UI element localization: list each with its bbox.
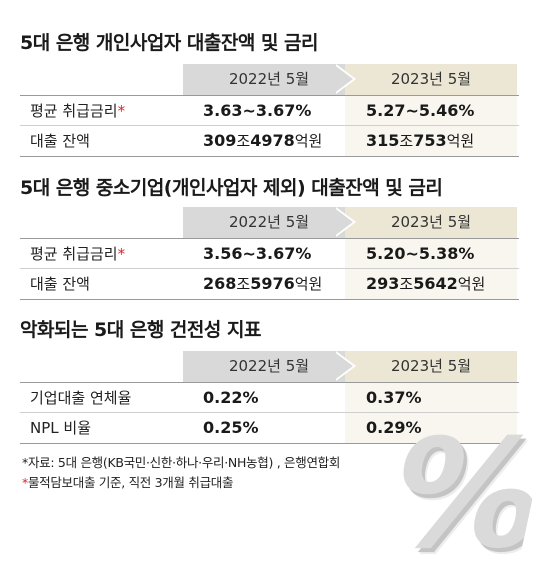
value-2023: 315조753억원 bbox=[366, 131, 475, 150]
row-divider bbox=[20, 268, 519, 269]
row-label: 평균 취급금리* bbox=[30, 102, 126, 120]
section-2-header-2023: 2023년 5월 bbox=[345, 207, 517, 238]
source-note: *자료: 5대 은행(KB국민·신한·하나·우리·NH농협) , 은행연합회 bbox=[22, 455, 341, 470]
row-label: 기업대출 연체율 bbox=[30, 389, 132, 407]
row-divider bbox=[20, 125, 519, 126]
value-2023: 0.37% bbox=[366, 388, 422, 407]
value-2023: 0.29% bbox=[366, 418, 422, 437]
value-2023: 5.27~5.46% bbox=[366, 101, 475, 120]
row-label: 평균 취급금리* bbox=[30, 245, 126, 263]
row-label: 대출 잔액 bbox=[30, 275, 90, 293]
section-3-title: 악화되는 5대 은행 건전성 지표 bbox=[20, 319, 261, 341]
value-2022: 309조4978억원 bbox=[203, 131, 323, 150]
section-3-header-2022: 2022년 5월 bbox=[183, 351, 355, 382]
section-1-row-rate: 평균 취급금리* 3.63~3.67% 5.27~5.46% bbox=[20, 95, 519, 126]
value-2022: 3.56~3.67% bbox=[203, 244, 312, 263]
value-2022: 0.25% bbox=[203, 418, 259, 437]
section-2-2023-column-bg bbox=[345, 239, 517, 299]
value-2023: 293조5642억원 bbox=[366, 274, 486, 293]
row-label: NPL 비율 bbox=[30, 419, 91, 437]
row-divider bbox=[20, 412, 519, 413]
section-3-row-delinquency: 기업대출 연체율 0.22% 0.37% bbox=[20, 382, 519, 413]
section-1-2023-column-bg bbox=[345, 96, 517, 156]
section-2-row-balance: 대출 잔액 268조5976억원 293조5642억원 bbox=[20, 269, 519, 300]
row-label: 대출 잔액 bbox=[30, 132, 90, 150]
section-2-title: 5대 은행 중소기업(개인사업자 제외) 대출잔액 및 금리 bbox=[20, 177, 443, 199]
value-2023: 5.20~5.38% bbox=[366, 244, 475, 263]
section-1-header-2022: 2022년 5월 bbox=[183, 64, 355, 95]
section-2-header-2022: 2022년 5월 bbox=[183, 207, 355, 238]
value-2022: 268조5976억원 bbox=[203, 274, 323, 293]
section-1-header-arrow bbox=[333, 64, 353, 94]
section-1-title: 5대 은행 개인사업자 대출잔액 및 금리 bbox=[20, 32, 319, 54]
percent-icon: % bbox=[378, 428, 540, 563]
section-3-row-npl: NPL 비율 0.25% 0.29% bbox=[20, 413, 519, 444]
section-3-header-2023: 2023년 5월 bbox=[345, 351, 517, 382]
value-2022: 3.63~3.67% bbox=[203, 101, 312, 120]
section-2-row-rate: 평균 취급금리* 3.56~3.67% 5.20~5.38% bbox=[20, 238, 519, 269]
section-3-header-arrow bbox=[333, 351, 353, 381]
section-3-2023-column-bg bbox=[345, 383, 517, 443]
section-1-header-2023: 2023년 5월 bbox=[345, 64, 517, 95]
section-1-row-balance: 대출 잔액 309조4978억원 315조753억원 bbox=[20, 126, 519, 157]
footnote: *물적담보대출 기준, 직전 3개월 취급대출 bbox=[22, 475, 234, 490]
value-2022: 0.22% bbox=[203, 388, 259, 407]
section-2-header-arrow bbox=[333, 207, 353, 237]
